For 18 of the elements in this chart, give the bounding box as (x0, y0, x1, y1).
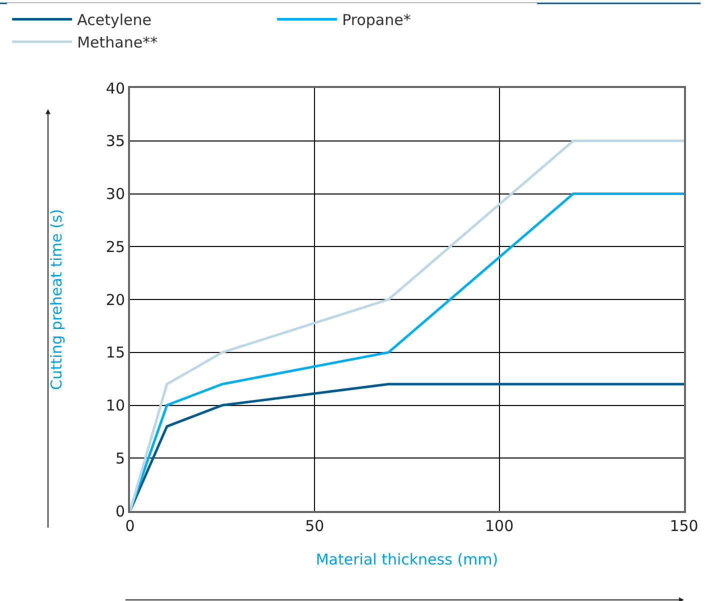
x-axis-title: Material thickness (mm) (316, 550, 498, 568)
y-tick-label: 15 (106, 344, 125, 362)
y-tick-label: 40 (106, 79, 125, 98)
y-tick-label: 10 (106, 396, 125, 414)
y-tick-label: 0 (115, 502, 125, 520)
line-series (130, 382, 684, 511)
y-tick-label: 20 (106, 290, 125, 309)
x-tick-label: 150 (670, 517, 698, 535)
legend-label: Methane** (77, 34, 158, 52)
y-tick-label: 25 (106, 238, 125, 256)
legend-label: Propane* (342, 11, 412, 30)
x-tick-label: 100 (485, 517, 514, 535)
y-axis-title: Cutting preheat time (s) (48, 208, 66, 390)
y-tick-label: 5 (115, 449, 125, 468)
x-tick-label: 50 (305, 517, 324, 535)
y-tick-label: 30 (106, 185, 125, 203)
legend-label: Acetylene (77, 11, 152, 30)
y-tick-label: 35 (106, 132, 125, 150)
